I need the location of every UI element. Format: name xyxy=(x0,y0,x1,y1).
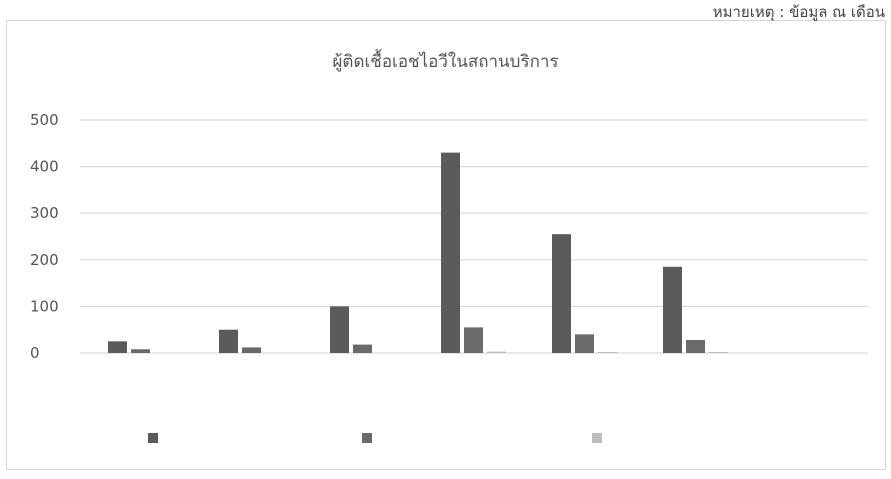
chart-frame xyxy=(6,20,886,470)
legend-swatch xyxy=(148,433,158,443)
y-tick-label: 300 xyxy=(30,204,59,222)
bar-series1-cat4 xyxy=(441,152,460,353)
bar-series2-cat4 xyxy=(464,327,483,353)
legend-swatch xyxy=(592,433,602,443)
bar-series3-cat5 xyxy=(598,352,617,353)
bar-series3-cat6 xyxy=(709,352,728,353)
bar-series1-cat6 xyxy=(663,266,682,353)
bar-series2-cat2 xyxy=(242,347,261,353)
bar-series1-cat5 xyxy=(552,234,571,353)
y-tick-label: 100 xyxy=(30,297,59,315)
chart-title: ผู้ติดเชื้อเอชไอวีในสถานบริการ xyxy=(332,52,559,72)
bar-series2-cat1 xyxy=(131,349,150,353)
y-tick-label: 200 xyxy=(30,251,59,269)
bar-series3-cat4 xyxy=(487,351,506,353)
bar-series1-cat3 xyxy=(330,306,349,353)
legend-swatch xyxy=(362,433,372,443)
bar-series2-cat5 xyxy=(575,334,594,353)
y-tick-label: 500 xyxy=(30,111,59,129)
header-note: หมายเหตุ : ข้อมูล ณ เดือน xyxy=(712,3,885,21)
bar-series1-cat2 xyxy=(219,329,238,353)
bar-series2-cat3 xyxy=(353,344,372,353)
bar-series1-cat1 xyxy=(108,341,127,353)
bar-series2-cat6 xyxy=(686,339,705,353)
y-tick-label: 400 xyxy=(30,158,59,176)
y-tick-label: 0 xyxy=(30,344,40,362)
